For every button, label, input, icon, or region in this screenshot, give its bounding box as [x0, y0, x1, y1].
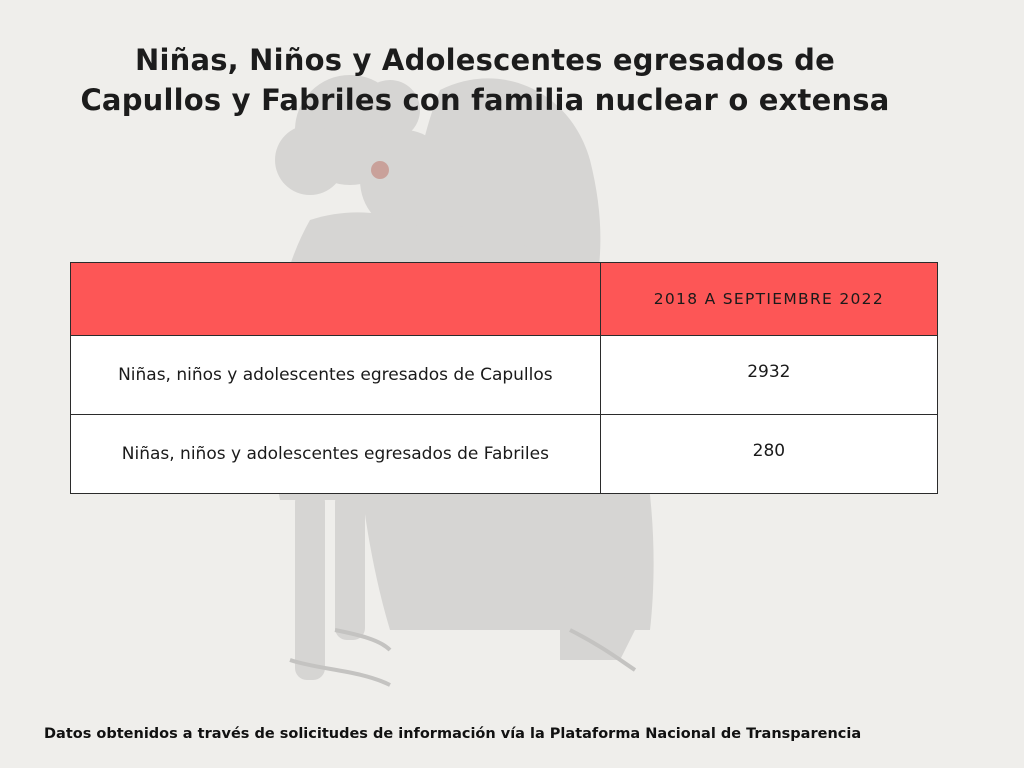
data-table: 2018 A SEPTIEMBRE 2022 Niñas, niños y ad… — [70, 262, 939, 494]
table-header-row: 2018 A SEPTIEMBRE 2022 — [70, 262, 939, 336]
header-period-cell: 2018 A SEPTIEMBRE 2022 — [599, 262, 939, 336]
table-row: Niñas, niños y adolescentes egresados de… — [70, 335, 939, 415]
row-label-cell: Niñas, niños y adolescentes egresados de… — [70, 335, 601, 415]
row-value-cell: 280 — [599, 414, 939, 494]
page-title: Niñas, Niños y Adolescentes egresados de… — [80, 43, 890, 117]
source-footnote: Datos obtenidos a través de solicitudes … — [44, 726, 862, 742]
row-label-cell: Niñas, niños y adolescentes egresados de… — [70, 414, 601, 494]
header-label-cell — [70, 262, 601, 336]
row-value-cell: 2932 — [599, 335, 939, 415]
table-row: Niñas, niños y adolescentes egresados de… — [70, 414, 939, 494]
